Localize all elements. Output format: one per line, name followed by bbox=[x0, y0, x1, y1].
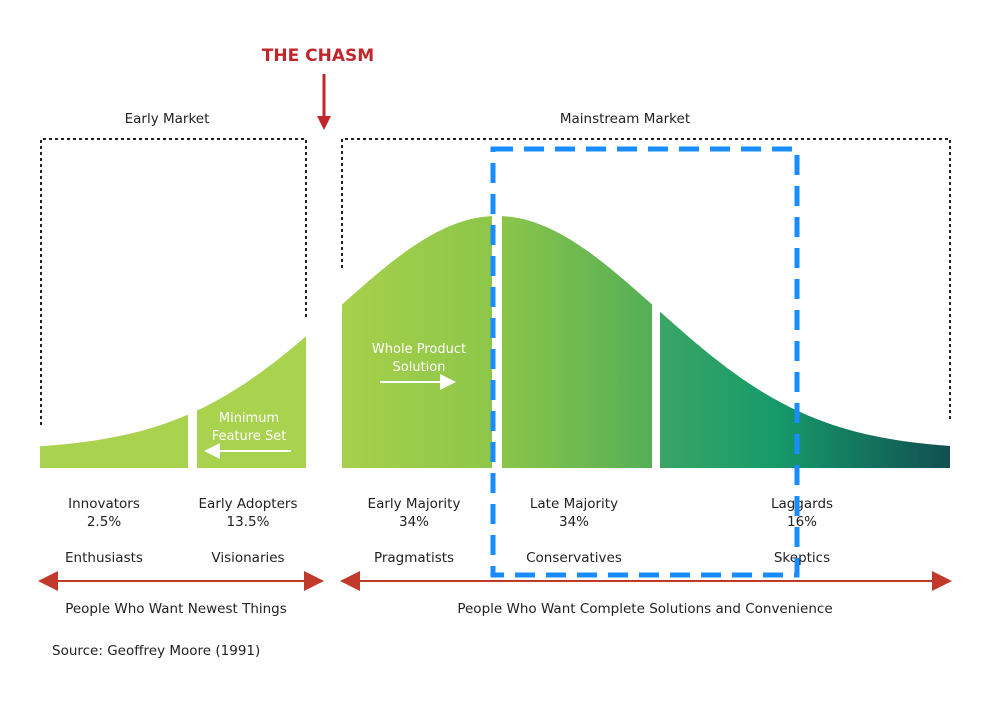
curve-early-majority bbox=[342, 216, 492, 468]
left-caption: People Who Want Newest Things bbox=[65, 601, 287, 617]
minimum-feature-label: Minimum bbox=[219, 411, 279, 426]
whole-product-label-2: Solution bbox=[393, 360, 446, 375]
curve-late-majority bbox=[502, 216, 652, 468]
minimum-feature-label-2: Feature Set bbox=[212, 429, 287, 444]
svg-text:Innovators: Innovators bbox=[68, 496, 140, 512]
svg-text:Laggards: Laggards bbox=[771, 496, 833, 512]
right-caption: People Who Want Complete Solutions and C… bbox=[457, 601, 832, 617]
svg-text:34%: 34% bbox=[399, 514, 429, 530]
svg-text:13.5%: 13.5% bbox=[227, 514, 270, 530]
svg-text:Pragmatists: Pragmatists bbox=[374, 550, 454, 566]
segment-laggards: Laggards 16% Skeptics bbox=[771, 496, 833, 566]
chasm-title: THE CHASM bbox=[262, 46, 374, 66]
svg-text:Early Majority: Early Majority bbox=[368, 496, 461, 512]
svg-text:Visionaries: Visionaries bbox=[211, 550, 284, 566]
source-note: Source: Geoffrey Moore (1991) bbox=[52, 643, 260, 659]
mainstream-market-label: Mainstream Market bbox=[560, 111, 690, 127]
svg-text:Skeptics: Skeptics bbox=[774, 550, 830, 566]
curve-laggards bbox=[660, 311, 950, 468]
svg-text:34%: 34% bbox=[559, 514, 589, 530]
mainstream-market-bracket bbox=[341, 138, 951, 422]
segment-early-adopters: Early Adopters 13.5% Visionaries bbox=[199, 496, 298, 566]
svg-text:Conservatives: Conservatives bbox=[526, 550, 622, 566]
svg-text:16%: 16% bbox=[787, 514, 817, 530]
segment-innovators: Innovators 2.5% Enthusiasts bbox=[65, 496, 143, 566]
svg-text:Late Majority: Late Majority bbox=[530, 496, 618, 512]
svg-text:Early Adopters: Early Adopters bbox=[199, 496, 298, 512]
adoption-curve bbox=[40, 216, 950, 468]
early-market-label: Early Market bbox=[125, 111, 210, 127]
segment-early-majority: Early Majority 34% Pragmatists bbox=[368, 496, 461, 566]
svg-text:2.5%: 2.5% bbox=[87, 514, 121, 530]
whole-product-label: Whole Product bbox=[372, 342, 466, 357]
curve-innovators bbox=[40, 414, 188, 468]
segment-late-majority: Late Majority 34% Conservatives bbox=[526, 496, 622, 566]
curve-early-adopters bbox=[197, 336, 306, 468]
chasm-arrow bbox=[317, 74, 331, 130]
svg-text:Enthusiasts: Enthusiasts bbox=[65, 550, 143, 566]
